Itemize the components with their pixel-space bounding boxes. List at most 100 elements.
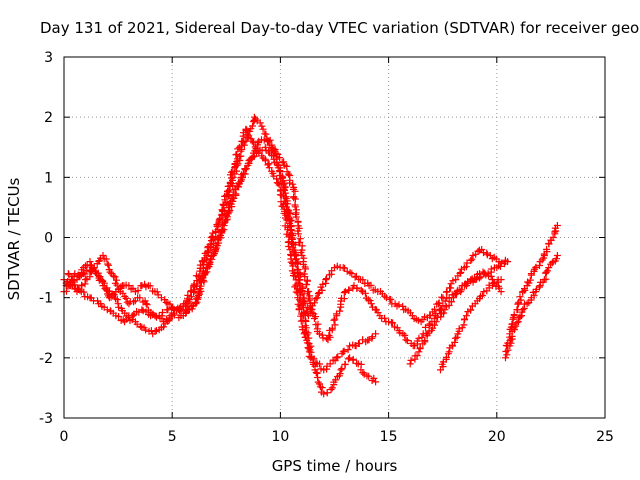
data-point: [460, 316, 468, 324]
data-point: [88, 268, 95, 276]
data-point: [325, 332, 333, 339]
data-point: [273, 160, 281, 168]
data-point: [431, 305, 439, 313]
data-point: [340, 347, 348, 355]
y-tick-label: 3: [44, 50, 53, 66]
data-point: [301, 299, 309, 307]
data-point: [314, 290, 322, 298]
data-point: [102, 255, 110, 263]
data-point: [256, 119, 264, 127]
data-point: [351, 273, 359, 281]
data-point: [449, 342, 457, 350]
data-point: [136, 294, 144, 302]
data-point: [297, 249, 305, 256]
series-track-c: [62, 143, 512, 338]
data-point: [471, 274, 478, 282]
data-point: [86, 273, 94, 281]
data-point: [474, 247, 482, 255]
data-point: [336, 307, 344, 315]
data-point: [484, 270, 492, 278]
series-track-a: [60, 125, 380, 374]
data-point: [307, 342, 315, 350]
data-point: [264, 138, 272, 146]
data-point: [367, 281, 375, 289]
data-point: [440, 309, 448, 317]
data-point: [164, 306, 172, 314]
data-point: [367, 300, 375, 308]
data-point: [258, 122, 266, 130]
data-point: [467, 276, 475, 284]
data-point: [153, 288, 161, 296]
x-axis-label: GPS time / hours: [272, 457, 398, 475]
data-point: [497, 262, 504, 270]
data-point: [295, 306, 303, 314]
data-point: [216, 216, 224, 223]
data-point: [241, 165, 249, 173]
series-track-g: [502, 222, 561, 362]
data-point: [451, 334, 459, 342]
data-point: [111, 273, 119, 281]
data-point: [516, 293, 524, 301]
data-point: [222, 199, 230, 207]
data-point: [348, 270, 356, 278]
data-point: [306, 302, 314, 310]
data-point: [225, 186, 233, 194]
data-point: [435, 299, 443, 307]
data-point: [453, 333, 461, 341]
data-point: [291, 195, 299, 203]
data-point: [503, 351, 511, 359]
data-point: [467, 257, 475, 264]
data-point: [502, 354, 509, 362]
data-point: [318, 286, 326, 294]
data-point: [244, 134, 252, 142]
data-point: [456, 269, 464, 277]
data-point: [353, 284, 361, 292]
data-point: [142, 300, 150, 308]
data-point: [80, 288, 88, 296]
data-point: [399, 330, 407, 338]
data-point: [291, 187, 299, 195]
data-point: [381, 292, 389, 300]
data-point: [431, 321, 439, 329]
data-point: [509, 315, 517, 323]
data-point: [523, 300, 531, 308]
data-point: [344, 346, 352, 354]
data-point: [202, 268, 210, 276]
data-point: [467, 306, 474, 314]
data-point: [134, 287, 142, 294]
data-point: [143, 301, 151, 309]
data-point: [187, 287, 195, 295]
data-point: [294, 230, 302, 238]
y-tick-label: 1: [44, 170, 53, 186]
data-point: [280, 186, 288, 194]
axis-ticks: 0 5 10 15 20 25 -3 -2 -1 0 1 2 3: [39, 50, 614, 445]
data-point: [270, 155, 278, 163]
data-point: [104, 261, 112, 269]
data-point: [260, 136, 268, 144]
data-point: [322, 276, 330, 284]
data-point: [229, 197, 237, 205]
data-point: [65, 271, 73, 279]
data-point: [285, 243, 293, 250]
data-point: [238, 145, 246, 153]
data-point: [188, 305, 196, 313]
data-point: [276, 154, 284, 162]
data-point: [553, 222, 561, 229]
data-point: [463, 312, 470, 320]
data-point: [456, 286, 464, 294]
data-point: [248, 154, 256, 162]
data-point: [365, 372, 373, 380]
data-point: [542, 275, 550, 283]
data-point: [510, 311, 518, 319]
data-point: [82, 262, 89, 270]
data-point: [188, 293, 195, 301]
data-point: [138, 306, 146, 314]
data-point: [455, 325, 463, 333]
data-point: [287, 226, 295, 233]
data-point: [184, 291, 192, 299]
data-point: [243, 126, 251, 134]
data-point: [106, 268, 114, 276]
data-point: [71, 281, 79, 289]
data-point: [265, 164, 273, 172]
data-point: [111, 279, 119, 287]
